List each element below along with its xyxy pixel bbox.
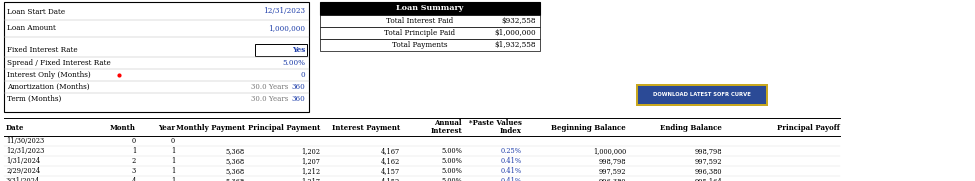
Text: Index: Index — [500, 127, 522, 135]
Text: Total Principle Paid: Total Principle Paid — [384, 29, 455, 37]
Text: 5,368: 5,368 — [226, 167, 245, 175]
Text: Monthly Payment: Monthly Payment — [176, 124, 245, 132]
Text: Interest Only (Months): Interest Only (Months) — [7, 71, 91, 79]
Text: 1: 1 — [171, 147, 175, 155]
Text: Loan Summary: Loan Summary — [396, 5, 464, 12]
Text: 2/29/2024: 2/29/2024 — [6, 167, 40, 175]
Text: $932,558: $932,558 — [501, 17, 536, 25]
Text: 1: 1 — [171, 177, 175, 181]
Text: 0.41%: 0.41% — [501, 157, 522, 165]
Text: 1: 1 — [171, 167, 175, 175]
Text: 0: 0 — [171, 137, 175, 145]
Text: Date: Date — [6, 124, 24, 132]
Text: Total Interest Paid: Total Interest Paid — [386, 17, 453, 25]
Text: 996,380: 996,380 — [694, 167, 722, 175]
Text: DOWNLOAD LATEST SOFR CURVE: DOWNLOAD LATEST SOFR CURVE — [653, 92, 751, 98]
Text: 0: 0 — [300, 71, 305, 79]
Text: Fixed Interest Rate: Fixed Interest Rate — [7, 46, 78, 54]
Text: 3/31/2024: 3/31/2024 — [6, 177, 40, 181]
Text: 1,217: 1,217 — [301, 177, 320, 181]
Text: 1: 1 — [132, 147, 136, 155]
Text: Interest Payment: Interest Payment — [332, 124, 400, 132]
Text: 360: 360 — [292, 95, 305, 103]
Text: 30.0 Years: 30.0 Years — [251, 95, 289, 103]
Text: 5.00%: 5.00% — [441, 167, 462, 175]
Text: 1/31/2024: 1/31/2024 — [6, 157, 40, 165]
Text: 998,798: 998,798 — [599, 157, 626, 165]
Text: 2: 2 — [132, 157, 136, 165]
Text: 3: 3 — [132, 167, 136, 175]
Text: Term (Months): Term (Months) — [7, 95, 61, 103]
Bar — [4, 2, 309, 112]
Text: 998,798: 998,798 — [694, 147, 722, 155]
Text: Amortization (Months): Amortization (Months) — [7, 83, 90, 91]
Text: 1,000,000: 1,000,000 — [593, 147, 626, 155]
Bar — [255, 44, 307, 56]
Text: 30.0 Years: 30.0 Years — [251, 83, 289, 91]
Text: 1,212: 1,212 — [301, 167, 320, 175]
Bar — [320, 2, 540, 15]
Text: Interest: Interest — [430, 127, 462, 135]
Text: 0.25%: 0.25% — [501, 147, 522, 155]
Text: 5,368: 5,368 — [226, 147, 245, 155]
Text: Year: Year — [158, 124, 175, 132]
Text: 0.41%: 0.41% — [501, 177, 522, 181]
Text: Loan Amount: Loan Amount — [7, 24, 56, 33]
Text: Total Payments: Total Payments — [392, 41, 448, 49]
Text: Yes: Yes — [292, 46, 305, 54]
Bar — [636, 84, 768, 106]
Text: Spread / Fixed Interest Rate: Spread / Fixed Interest Rate — [7, 59, 111, 67]
Text: 5.00%: 5.00% — [441, 157, 462, 165]
Text: 1,207: 1,207 — [301, 157, 320, 165]
Text: 5.00%: 5.00% — [441, 147, 462, 155]
Text: Principal Payment: Principal Payment — [248, 124, 320, 132]
Text: Loan Start Date: Loan Start Date — [7, 7, 65, 16]
Bar — [320, 27, 540, 39]
Text: 12/31/2023: 12/31/2023 — [6, 147, 45, 155]
Text: 1: 1 — [171, 157, 175, 165]
Text: 4,152: 4,152 — [381, 177, 400, 181]
Text: 5,368: 5,368 — [226, 177, 245, 181]
Text: 4,167: 4,167 — [381, 147, 400, 155]
Text: 995,164: 995,164 — [694, 177, 722, 181]
Bar — [320, 15, 540, 27]
Text: 0.41%: 0.41% — [501, 167, 522, 175]
Text: 12/31/2023: 12/31/2023 — [263, 7, 305, 16]
Text: 4,162: 4,162 — [381, 157, 400, 165]
Text: Beginning Balance: Beginning Balance — [551, 124, 626, 132]
Text: Annual: Annual — [435, 119, 462, 127]
Text: $1,000,000: $1,000,000 — [494, 29, 536, 37]
Text: 360: 360 — [292, 83, 305, 91]
Text: 1,000,000: 1,000,000 — [268, 24, 305, 33]
Text: 1,202: 1,202 — [301, 147, 320, 155]
Text: Month: Month — [110, 124, 136, 132]
Text: Principal Payoff: Principal Payoff — [777, 124, 840, 132]
Text: 996,380: 996,380 — [599, 177, 626, 181]
Text: 4: 4 — [132, 177, 136, 181]
Text: 5,368: 5,368 — [226, 157, 245, 165]
Text: 4,157: 4,157 — [381, 167, 400, 175]
Text: 997,592: 997,592 — [599, 167, 626, 175]
Text: 0: 0 — [132, 137, 136, 145]
Text: 5.00%: 5.00% — [282, 59, 305, 67]
Text: $1,932,558: $1,932,558 — [494, 41, 536, 49]
Text: Ending Balance: Ending Balance — [660, 124, 722, 132]
Text: 5.00%: 5.00% — [441, 177, 462, 181]
Bar — [320, 39, 540, 51]
Text: 997,592: 997,592 — [694, 157, 722, 165]
Text: 11/30/2023: 11/30/2023 — [6, 137, 44, 145]
Bar — [638, 86, 766, 104]
Text: *Paste Values: *Paste Values — [469, 119, 522, 127]
